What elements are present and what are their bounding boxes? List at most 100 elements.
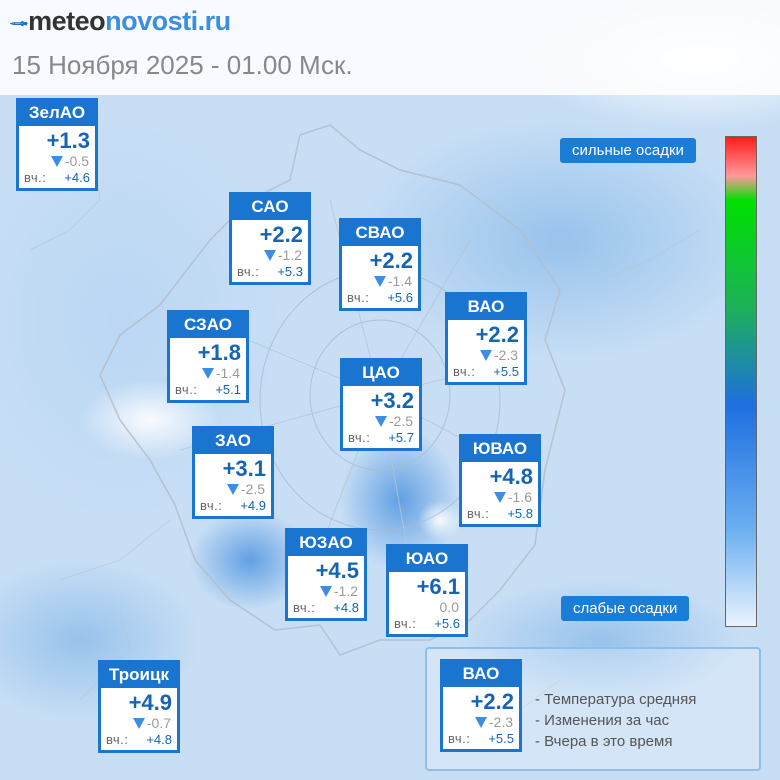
triangle-down-icon: [263, 250, 276, 261]
change-value: -1.6: [507, 489, 532, 505]
district-card-svao: СВАО +2.2 -1.4 вч.: +5.6: [339, 218, 421, 311]
district-name: ЗелАО: [19, 101, 95, 126]
change-value: -0.7: [146, 715, 171, 731]
district-name: ЮЗАО: [288, 531, 364, 556]
yesterday-row: вч.: +5.1: [170, 381, 246, 400]
temperature-change: -2.5: [343, 413, 419, 429]
yesterday-row: вч.: +4.6: [19, 169, 95, 188]
district-name: Троицк: [101, 663, 177, 688]
forecast-datetime: 15 Ноября 2025 - 01.00 Мск.: [12, 50, 353, 80]
legend-line-average: - Температура средняя: [535, 691, 697, 708]
yesterday-value: +5.1: [215, 382, 241, 397]
temperature-change: -0.7: [101, 715, 177, 731]
temperature-average: +4.5: [315, 558, 359, 583]
district-card-yuzao: ЮЗАО +4.5 -1.2 вч.: +4.8: [285, 528, 367, 621]
temperature-average: +3.1: [222, 456, 266, 481]
yesterday-value: +5.8: [507, 506, 533, 521]
yesterday-row: вч.: +5.6: [389, 615, 465, 634]
yesterday-value: +5.6: [434, 616, 460, 631]
change-value: -1.2: [277, 247, 302, 263]
district-name: САО: [232, 195, 308, 220]
change-value: -2.5: [240, 481, 265, 497]
yesterday-label: вч.:: [200, 498, 223, 513]
district-name: ВАО: [448, 295, 524, 320]
yesterday-label: вч.:: [467, 506, 490, 521]
triangle-down-icon: [201, 368, 214, 379]
yesterday-value: +4.8: [333, 600, 359, 615]
triangle-down-icon: [474, 717, 487, 728]
temperature-average: +2.2: [259, 222, 303, 247]
change-value: -1.2: [333, 583, 358, 599]
triangle-down-icon: [226, 484, 239, 495]
district-card-szao: СЗАО +1.8 -1.4 вч.: +5.1: [167, 310, 249, 403]
legend-explanations: - Температура средняя - Изменения за час…: [535, 689, 696, 752]
district-name: ВАО: [443, 662, 519, 687]
triangle-down-icon: [50, 156, 63, 167]
yesterday-value: +4.8: [146, 732, 172, 747]
district-card-sao: САО +2.2 -1.2 вч.: +5.3: [229, 192, 311, 285]
district-card-tsao: ЦАО +3.2 -2.5 вч.: +5.7: [340, 358, 422, 451]
district-card-troitsk: Троицк +4.9 -0.7 вч.: +4.8: [98, 660, 180, 753]
temperature-change: -2.3: [443, 714, 519, 730]
yesterday-row: вч.: +5.5: [443, 730, 519, 749]
yesterday-value: +5.3: [277, 264, 303, 279]
change-value: -2.3: [493, 347, 518, 363]
triangle-down-icon: [373, 276, 386, 287]
temperature-change: -2.3: [448, 347, 524, 363]
temperature-change: 0.0: [389, 599, 465, 615]
temperature-change: -1.2: [288, 583, 364, 599]
yesterday-label: вч.:: [448, 731, 471, 746]
yesterday-label: вч.:: [106, 732, 129, 747]
logo-prefix: meteo: [28, 6, 106, 36]
yesterday-label: вч.:: [24, 170, 47, 185]
district-name: ЮАО: [389, 547, 465, 572]
temperature-average: +2.2: [369, 248, 413, 273]
change-value: -1.4: [387, 273, 412, 289]
triangle-down-icon: [479, 350, 492, 361]
temperature-change: -1.2: [232, 247, 308, 263]
scale-label-strong: сильные осадки: [560, 138, 696, 163]
yesterday-label: вч.:: [348, 430, 371, 445]
temperature-change: -1.4: [342, 273, 418, 289]
site-logo[interactable]: 🙬meteonovosti.ru: [10, 6, 231, 37]
change-value: 0.0: [439, 599, 459, 615]
temperature-average: +4.9: [128, 690, 172, 715]
yesterday-label: вч.:: [347, 290, 370, 305]
yesterday-label: вч.:: [293, 600, 316, 615]
yesterday-label: вч.:: [237, 264, 260, 279]
yesterday-row: вч.: +4.9: [195, 497, 271, 516]
change-value: -0.5: [64, 153, 89, 169]
district-card-yuvao: ЮВАО +4.8 -1.6 вч.: +5.8: [459, 434, 541, 527]
change-value: -2.3: [488, 714, 513, 730]
temperature-change: -1.6: [462, 489, 538, 505]
temperature-change: -0.5: [19, 153, 95, 169]
district-card-zelao: ЗелАО +1.3 -0.5 вч.: +4.6: [16, 98, 98, 191]
triangle-down-icon: [132, 718, 145, 729]
legend-line-hourly-change: - Изменения за час: [535, 712, 670, 729]
temperature-average: +1.3: [46, 128, 90, 153]
yesterday-row: вч.: +4.8: [101, 731, 177, 750]
yesterday-value: +4.6: [64, 170, 90, 185]
precipitation-scale-bar: [725, 136, 757, 627]
yesterday-value: +5.5: [488, 731, 514, 746]
legend-line-yesterday: - Вчера в это время: [535, 733, 673, 750]
district-name: СВАО: [342, 221, 418, 246]
temperature-average: +2.2: [470, 689, 514, 714]
scale-label-weak: слабые осадки: [561, 596, 690, 621]
district-name: ЮВАО: [462, 437, 538, 462]
yesterday-label: вч.:: [394, 616, 417, 631]
change-value: -1.4: [215, 365, 240, 381]
change-value: -2.5: [388, 413, 413, 429]
legend-sample-card: ВАО +2.2 -2.3 вч.: +5.5: [440, 659, 522, 752]
yesterday-value: +5.7: [388, 430, 414, 445]
temperature-average: +6.1: [416, 574, 460, 599]
yesterday-row: вч.: +5.7: [343, 429, 419, 448]
triangle-down-icon: [319, 586, 332, 597]
temperature-change: -1.4: [170, 365, 246, 381]
triangle-down-icon: [374, 416, 387, 427]
triangle-down-icon: [493, 492, 506, 503]
district-name: ЗАО: [195, 429, 271, 454]
yesterday-value: +4.9: [240, 498, 266, 513]
yesterday-row: вч.: +5.6: [342, 289, 418, 308]
temperature-change: -2.5: [195, 481, 271, 497]
